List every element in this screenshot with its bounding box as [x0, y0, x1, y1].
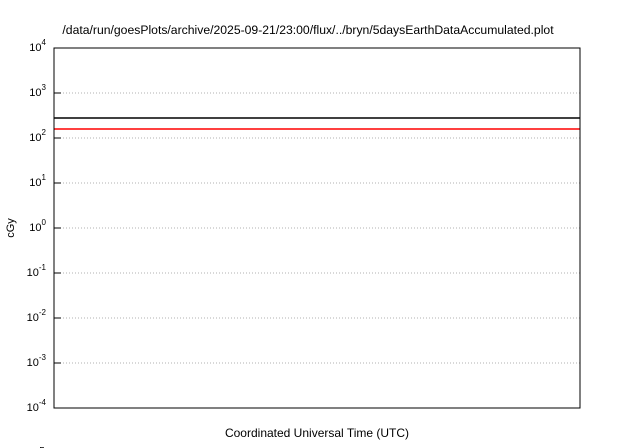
svg-text:104: 104 [29, 38, 46, 54]
svg-text:10-3: 10-3 [27, 353, 47, 369]
svg-text:100: 100 [29, 218, 46, 234]
svg-text:102: 102 [29, 128, 46, 144]
svg-text:10-4: 10-4 [27, 398, 47, 414]
svg-text:cGy: cGy [5, 218, 17, 238]
svg-text:Coordinated Universal Time (UT: Coordinated Universal Time (UTC) [225, 426, 409, 440]
svg-text:10-2: 10-2 [27, 308, 47, 324]
svg-text:/data/run/goesPlots/archive/20: /data/run/goesPlots/archive/2025-09-21/2… [62, 23, 554, 37]
svg-text:101: 101 [29, 173, 46, 189]
svg-text:10-1: 10-1 [27, 263, 47, 279]
svg-text:103: 103 [29, 83, 46, 99]
